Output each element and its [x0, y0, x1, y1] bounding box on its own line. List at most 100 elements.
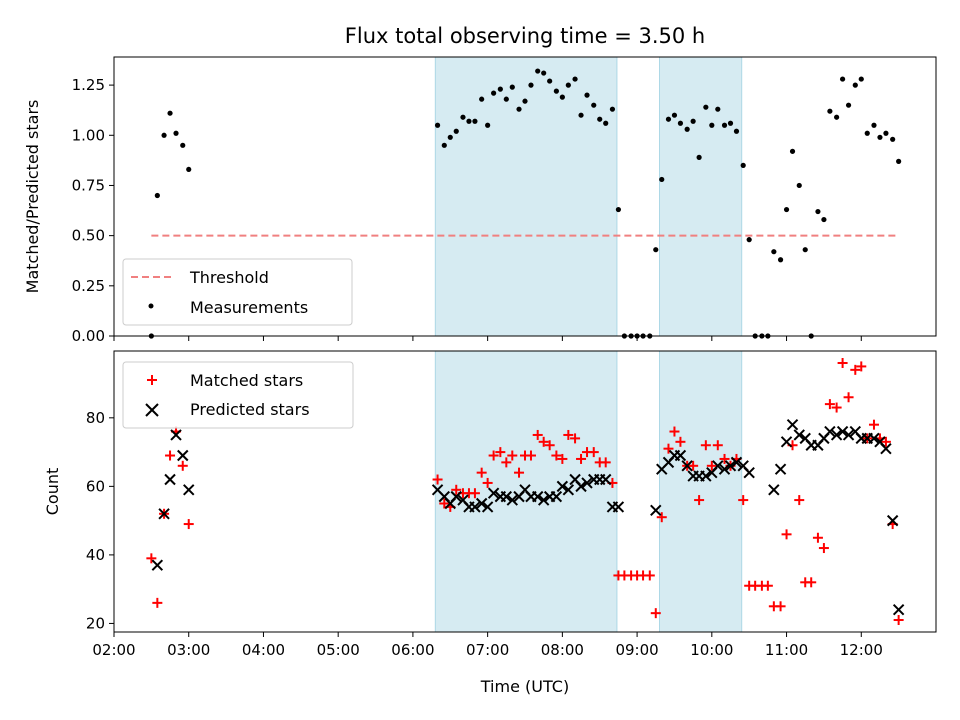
bottom-y-tick-label: 80 [86, 409, 105, 427]
measurement-point [858, 76, 864, 82]
measurement-point [578, 112, 584, 118]
matched-star-point [650, 608, 661, 619]
matched-star-point [600, 457, 611, 468]
matched-star-point [183, 519, 194, 530]
matched-star-point [165, 450, 176, 461]
measurement-point [547, 78, 553, 84]
measurement-point [653, 247, 659, 253]
x-tick-label: 06:00 [391, 641, 434, 659]
matched-star-point [432, 474, 443, 485]
predicted-star-point [886, 514, 899, 527]
bottom-y-tick-label: 20 [86, 614, 105, 632]
x-tick-label: 04:00 [242, 641, 285, 659]
matched-star-point [177, 460, 188, 471]
measurement-point [740, 162, 746, 168]
matched-star-point [501, 457, 512, 468]
predicted-star-point [824, 425, 836, 438]
measurement-point [684, 126, 690, 132]
measurement-point [671, 112, 678, 118]
matched-star-point [856, 361, 867, 372]
measurement-point [877, 134, 883, 140]
matched-star-point [700, 440, 711, 451]
predicted-star-point [183, 484, 195, 496]
predicted-star-point [868, 432, 880, 445]
matched-star-point [850, 364, 861, 375]
legend-predicted-label: Predicted stars [190, 400, 310, 419]
predicted-star-point [506, 494, 519, 506]
top-y-axis-label: Matched/Predicted stars [23, 100, 42, 294]
measurement-point [541, 70, 547, 76]
top-axes-frame [113, 56, 937, 337]
predicted-star-point [836, 425, 849, 438]
predicted-star-point [575, 480, 587, 493]
measurement-point [733, 128, 740, 134]
matched-star-point [146, 553, 157, 564]
measurement-point [677, 120, 684, 126]
measurement-point [441, 142, 447, 148]
predicted-star-point [550, 490, 563, 503]
measurement-point [559, 94, 565, 100]
measurement-point [522, 98, 528, 104]
matched-star-point [451, 484, 462, 495]
measurement-point [727, 120, 734, 126]
measurement-point [715, 106, 721, 112]
x-tick-label: 02:00 [92, 641, 135, 659]
matched-star-point [880, 436, 891, 447]
measurement-point [721, 122, 728, 128]
predicted-star-point [712, 460, 724, 472]
predicted-star-point [531, 490, 544, 503]
measurement-point [852, 82, 858, 88]
matched-star-point [557, 453, 568, 464]
measurement-point [821, 216, 827, 223]
predicted-star-point [562, 484, 575, 496]
measurement-point [777, 257, 784, 263]
x-tick-label: 11:00 [765, 641, 808, 659]
bottom-y-axis-label: Count [43, 468, 62, 516]
legend-threshold-label: Threshold [189, 268, 269, 287]
matched-star-point [495, 447, 506, 458]
matched-star-point [525, 450, 536, 461]
matched-star-point [507, 450, 518, 461]
x-tick-label: 03:00 [167, 641, 210, 659]
measurement-point [789, 148, 796, 154]
top-y-tick-label: 0.50 [72, 227, 105, 245]
matched-star-point [843, 392, 854, 403]
measurement-point [871, 122, 877, 128]
matched-star-point [794, 495, 805, 506]
predicted-star-point [786, 418, 799, 431]
matched-star-point [675, 436, 686, 447]
matched-star-point [663, 443, 674, 454]
x-axis-label: Time (UTC) [480, 677, 569, 696]
matched-star-point [712, 440, 723, 451]
matched-star-point [669, 426, 680, 437]
predicted-star-point [730, 456, 743, 469]
predicted-star-point [724, 460, 737, 472]
predicted-star-point [500, 490, 513, 503]
predicted-star-point [170, 429, 182, 441]
predicted-star-point [743, 466, 755, 479]
matched-star-point [738, 495, 749, 506]
matched-star-point [893, 615, 904, 626]
top-y-tick-label: 0.75 [72, 176, 105, 194]
matched-star-point [824, 399, 835, 410]
predicted-star-point [681, 460, 693, 472]
matched-star-point [812, 532, 823, 543]
measurement-point [746, 237, 752, 243]
measurement-point [528, 82, 534, 88]
legend-predicted-swatch [145, 403, 159, 417]
predicted-star-point [892, 604, 905, 616]
top-y-tick-label: 0.25 [72, 277, 105, 295]
measurement-point [516, 106, 522, 112]
matched-star-point [570, 433, 581, 444]
predicted-star-point [151, 559, 164, 571]
predicted-star-point [599, 473, 612, 486]
top-y-tick-label: 0.00 [72, 327, 105, 345]
bottom-panel: 20 40 60 80 02:00 03:00 04:00 05:00 06:00 07:00 0… [43, 350, 937, 696]
predicted-star-point [537, 494, 550, 506]
measurement-point [796, 182, 802, 189]
matched-star-point [719, 453, 730, 464]
bottom-y-tick-label: 60 [86, 477, 105, 495]
predicted-star-point [158, 508, 170, 520]
matched-star-point [476, 467, 487, 478]
